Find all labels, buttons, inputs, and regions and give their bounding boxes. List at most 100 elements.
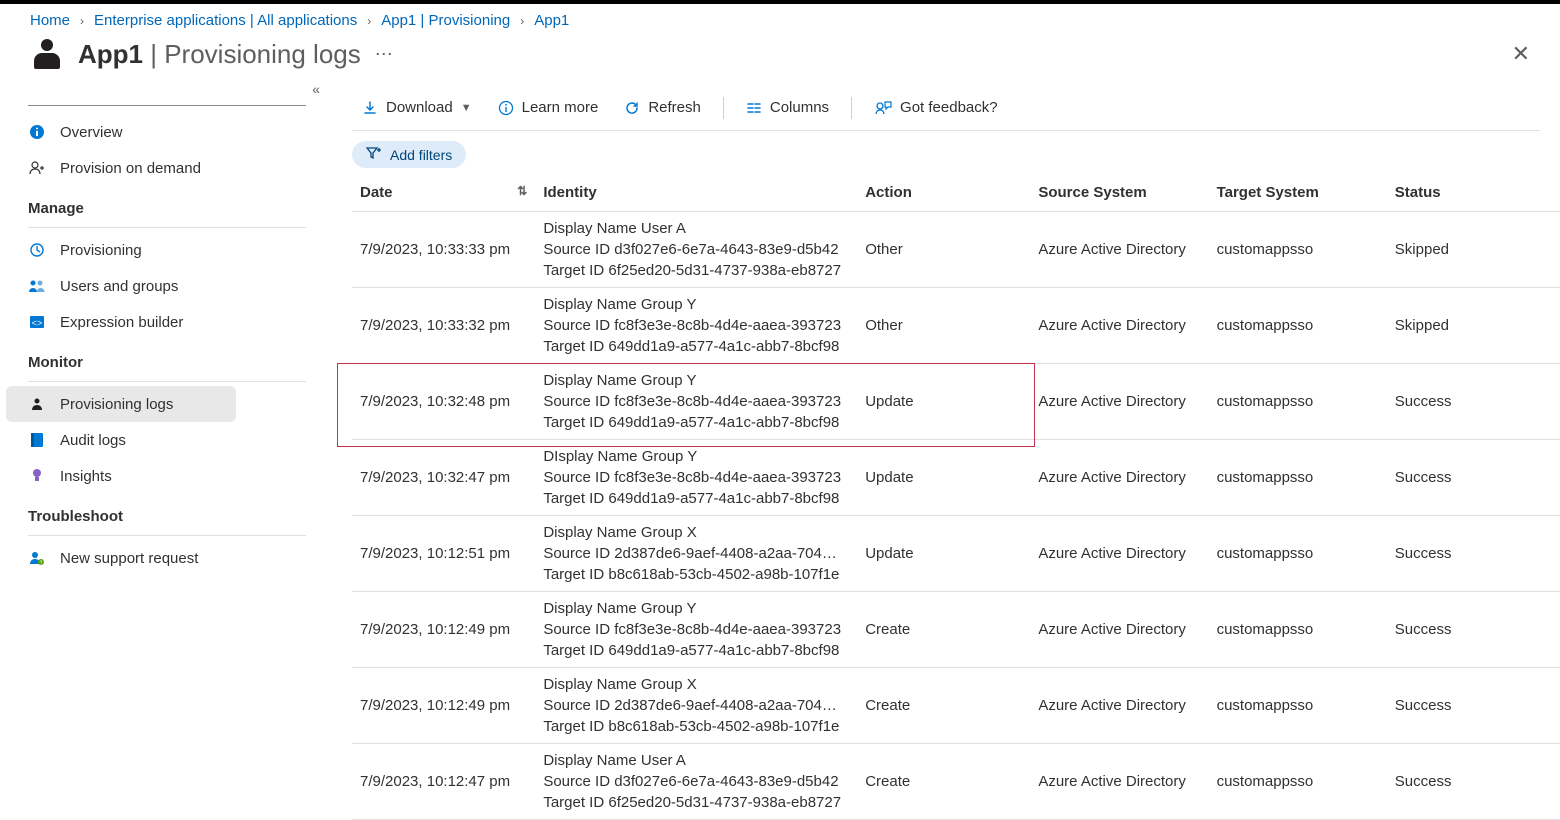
- breadcrumb-home[interactable]: Home: [30, 12, 70, 29]
- cell-action: Create: [857, 744, 1030, 820]
- table-row[interactable]: 7/9/2023, 10:12:49 pmDisplay Name Group …: [352, 592, 1560, 668]
- sidebar-item-label: Provisioning: [60, 242, 142, 259]
- cell-source: Azure Active Directory: [1030, 668, 1208, 744]
- cell-date: 7/9/2023, 10:32:48 pm: [352, 364, 535, 440]
- download-icon: [362, 100, 378, 116]
- svg-text:?: ?: [40, 561, 43, 567]
- column-header-source[interactable]: Source System: [1030, 174, 1208, 212]
- feedback-icon: [874, 100, 892, 116]
- more-actions-button[interactable]: ⋯: [375, 44, 395, 65]
- sync-icon: [28, 241, 46, 259]
- refresh-button[interactable]: Refresh: [614, 95, 711, 120]
- code-icon: <>: [28, 313, 46, 331]
- lightbulb-icon: [28, 467, 46, 485]
- chevron-right-icon: ›: [520, 14, 524, 28]
- sidebar-item-label: Provision on demand: [60, 160, 201, 177]
- learn-more-button[interactable]: Learn more: [488, 95, 609, 120]
- cell-source: Azure Active Directory: [1030, 440, 1208, 516]
- divider: [851, 97, 852, 119]
- sidebar-item-new-support-request[interactable]: ? New support request: [6, 540, 328, 576]
- sidebar: « Overview Provision on demand Manage Pr…: [0, 81, 328, 820]
- cell-identity: Display Name Group XSource ID 2d387de6-9…: [535, 516, 857, 592]
- refresh-icon: [624, 100, 640, 116]
- cell-date: 7/9/2023, 10:33:33 pm: [352, 212, 535, 288]
- column-header-date[interactable]: Date⇅: [352, 174, 535, 212]
- cell-source: Azure Active Directory: [1030, 744, 1208, 820]
- cell-action: Update: [857, 516, 1030, 592]
- sidebar-item-label: New support request: [60, 550, 198, 567]
- column-header-action[interactable]: Action: [857, 174, 1030, 212]
- table-row[interactable]: 7/9/2023, 10:12:49 pmDisplay Name Group …: [352, 668, 1560, 744]
- table-row[interactable]: 7/9/2023, 10:12:51 pmDisplay Name Group …: [352, 516, 1560, 592]
- table-row[interactable]: 7/9/2023, 10:12:47 pmDisplay Name User A…: [352, 744, 1560, 820]
- main-content: Download ▼ Learn more Refresh Columns Go…: [328, 81, 1560, 820]
- sidebar-item-label: Provisioning logs: [60, 396, 173, 413]
- cell-source: Azure Active Directory: [1030, 288, 1208, 364]
- columns-icon: [746, 100, 762, 116]
- book-icon: [28, 431, 46, 449]
- sidebar-item-provisioning-logs[interactable]: Provisioning logs: [6, 386, 236, 422]
- table-row[interactable]: 7/9/2023, 10:32:47 pmDIsplay Name Group …: [352, 440, 1560, 516]
- cell-target: customappsso: [1209, 364, 1387, 440]
- sidebar-section-manage: Manage: [6, 186, 328, 223]
- collapse-sidebar-button[interactable]: «: [312, 81, 320, 97]
- cell-status: Success: [1387, 440, 1560, 516]
- enterprise-app-icon: [30, 37, 64, 71]
- close-button[interactable]: ✕: [1512, 41, 1530, 67]
- cell-identity: Display Name Group YSource ID fc8f3e3e-8…: [535, 592, 857, 668]
- breadcrumb-app[interactable]: App1: [534, 12, 569, 29]
- feedback-button[interactable]: Got feedback?: [864, 95, 1008, 120]
- sidebar-item-insights[interactable]: Insights: [6, 458, 328, 494]
- cell-status: Success: [1387, 744, 1560, 820]
- sidebar-item-audit-logs[interactable]: Audit logs: [6, 422, 328, 458]
- cell-target: customappsso: [1209, 212, 1387, 288]
- breadcrumb-enterprise-apps[interactable]: Enterprise applications | All applicatio…: [94, 12, 357, 29]
- column-header-status[interactable]: Status: [1387, 174, 1560, 212]
- cell-target: customappsso: [1209, 744, 1387, 820]
- cell-status: Skipped: [1387, 288, 1560, 364]
- sidebar-item-provisioning[interactable]: Provisioning: [6, 232, 328, 268]
- column-header-target[interactable]: Target System: [1209, 174, 1387, 212]
- divider: [723, 97, 724, 119]
- support-icon: ?: [28, 549, 46, 567]
- page-header: App1 | Provisioning logs ⋯ ✕: [0, 33, 1560, 81]
- cell-date: 7/9/2023, 10:12:47 pm: [352, 744, 535, 820]
- person-icon: [28, 395, 46, 413]
- breadcrumb-app-provisioning[interactable]: App1 | Provisioning: [381, 12, 510, 29]
- cell-source: Azure Active Directory: [1030, 212, 1208, 288]
- info-icon: [28, 123, 46, 141]
- add-filters-button[interactable]: Add filters: [352, 141, 466, 168]
- cell-source: Azure Active Directory: [1030, 364, 1208, 440]
- cell-identity: Display Name Group XSource ID 2d387de6-9…: [535, 668, 857, 744]
- cell-date: 7/9/2023, 10:12:49 pm: [352, 668, 535, 744]
- sidebar-search-input[interactable]: [28, 105, 306, 106]
- cell-status: Success: [1387, 364, 1560, 440]
- cell-status: Success: [1387, 592, 1560, 668]
- cell-date: 7/9/2023, 10:33:32 pm: [352, 288, 535, 364]
- sidebar-item-provision-on-demand[interactable]: Provision on demand: [6, 150, 328, 186]
- sidebar-item-label: Expression builder: [60, 314, 183, 331]
- svg-text:<>: <>: [32, 319, 43, 329]
- cell-target: customappsso: [1209, 440, 1387, 516]
- table-row[interactable]: 7/9/2023, 10:33:32 pmDisplay Name Group …: [352, 288, 1560, 364]
- sidebar-item-overview[interactable]: Overview: [6, 114, 328, 150]
- cell-identity: Display Name Group YSource ID fc8f3e3e-8…: [535, 288, 857, 364]
- table-row[interactable]: 7/9/2023, 10:32:48 pmDisplay Name Group …: [352, 364, 1560, 440]
- sidebar-section-troubleshoot: Troubleshoot: [6, 494, 328, 531]
- sidebar-item-label: Users and groups: [60, 278, 178, 295]
- cell-date: 7/9/2023, 10:32:47 pm: [352, 440, 535, 516]
- cell-source: Azure Active Directory: [1030, 516, 1208, 592]
- sidebar-section-monitor: Monitor: [6, 340, 328, 377]
- sidebar-item-users-groups[interactable]: Users and groups: [6, 268, 328, 304]
- table-row[interactable]: 7/9/2023, 10:33:33 pmDisplay Name User A…: [352, 212, 1560, 288]
- download-button[interactable]: Download ▼: [352, 95, 482, 120]
- sidebar-item-label: Insights: [60, 468, 112, 485]
- person-plus-icon: [28, 159, 46, 177]
- columns-button[interactable]: Columns: [736, 95, 839, 120]
- chevron-down-icon: ▼: [461, 102, 472, 114]
- sort-icon: ⇅: [517, 184, 527, 198]
- cell-target: customappsso: [1209, 516, 1387, 592]
- column-header-identity[interactable]: Identity: [535, 174, 857, 212]
- sidebar-item-expression-builder[interactable]: <> Expression builder: [6, 304, 328, 340]
- chevron-right-icon: ›: [80, 14, 84, 28]
